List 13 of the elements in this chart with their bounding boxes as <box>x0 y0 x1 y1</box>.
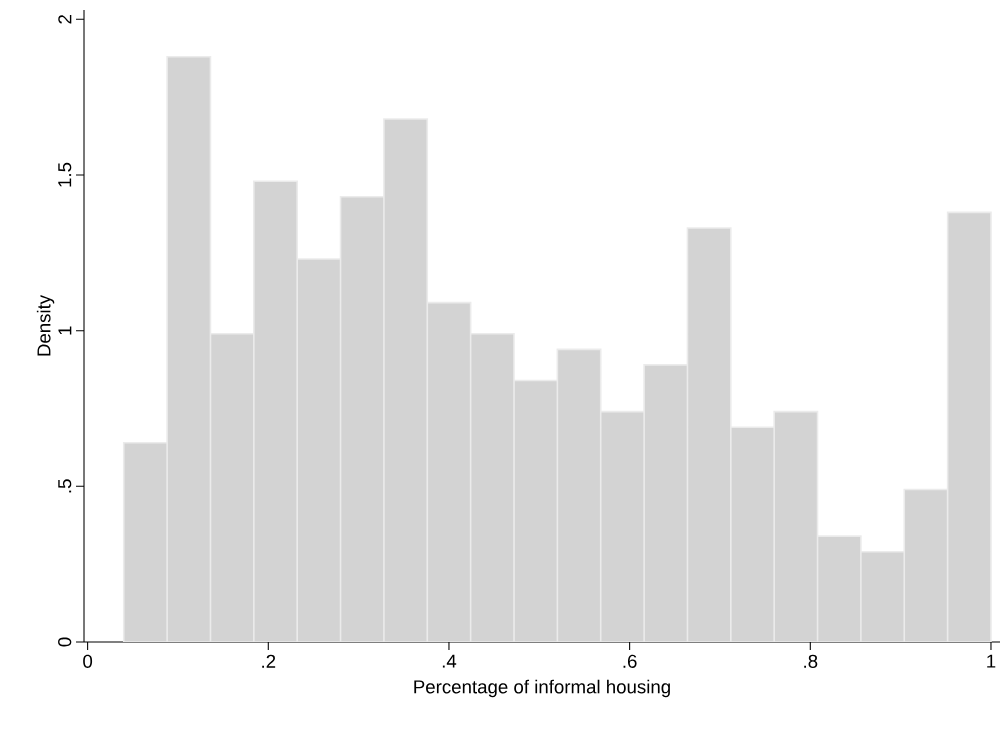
x-tick-label: .2 <box>262 654 276 668</box>
y-tick-label: 0 <box>58 637 72 647</box>
x-tick-label: 1 <box>987 654 996 668</box>
y-axis-title: Density <box>36 294 55 356</box>
x-tick-label: .4 <box>442 654 457 668</box>
y-tick-label: .5 <box>58 479 72 493</box>
y-tick-label: 1.5 <box>58 162 72 187</box>
y-tick-label: 2 <box>58 15 72 24</box>
x-tick-label: .8 <box>804 654 818 668</box>
x-tick-label: .6 <box>623 654 637 668</box>
x-axis-title: Percentage of informal housing <box>414 679 670 698</box>
x-tick-label: 0 <box>83 654 93 668</box>
y-tick-label: 1 <box>58 326 72 335</box>
